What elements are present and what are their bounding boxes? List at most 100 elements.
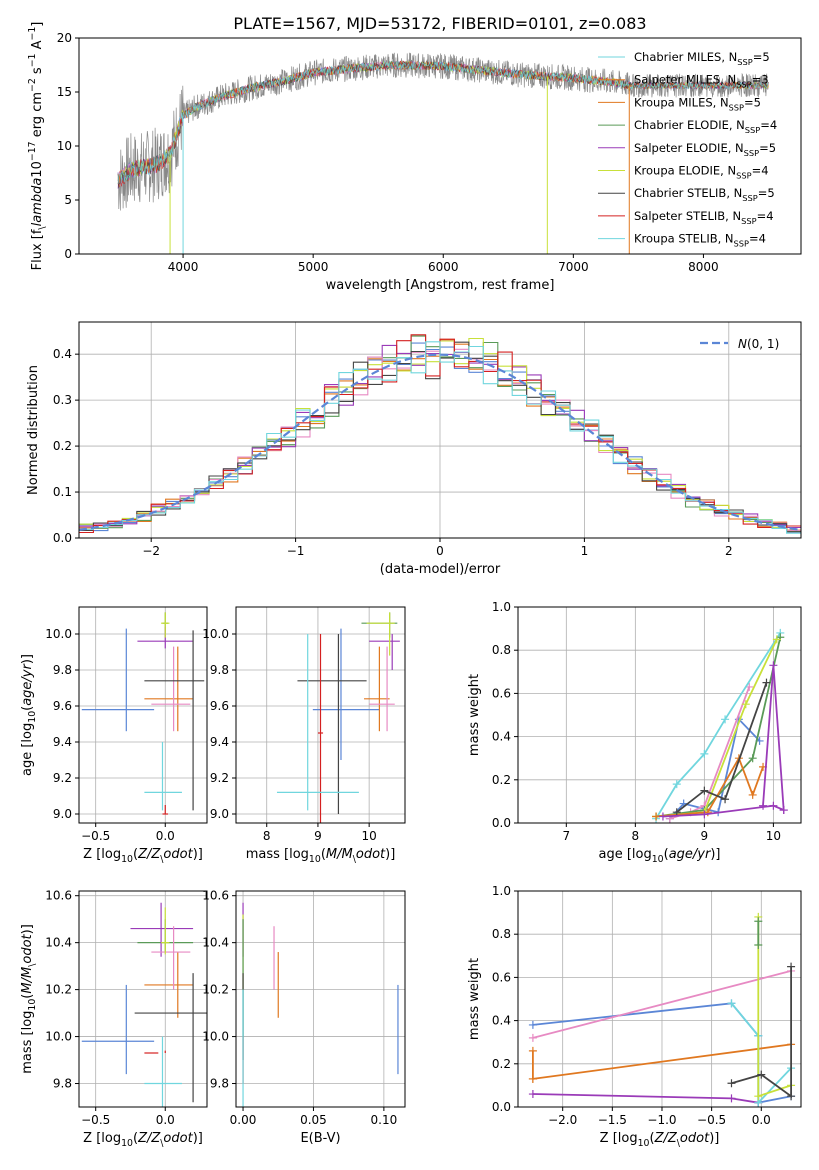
legend-entry: Salpeter MILES, NSSP​=3 <box>634 73 769 90</box>
x-axis-label: Z [log10​(Z/Z\​odot)] <box>600 1131 720 1149</box>
y-tick-label: 9.2 <box>210 771 229 785</box>
y-tick-label: 0 <box>64 247 72 261</box>
weight-marker <box>528 1020 537 1029</box>
x-axis-label: E(B-V) <box>300 1131 340 1146</box>
weight-marker <box>779 806 788 815</box>
x-tick-label: 8 <box>263 829 271 843</box>
weight-marker <box>528 1033 537 1042</box>
y-tick-label: 10.0 <box>202 1030 229 1044</box>
x-tick-label: 0.0 <box>156 829 175 843</box>
x-axis-label: (data-model)/error <box>380 562 501 577</box>
weight-marker <box>528 1046 537 1055</box>
y-tick-label: 1.0 <box>492 600 511 614</box>
errorbar-orange <box>144 646 194 732</box>
weight-marker <box>754 941 763 949</box>
y-tick-label: 0.6 <box>492 686 511 700</box>
plot-area <box>242 902 399 1107</box>
legend-entry: Kroupa MILES, NSSP​=5 <box>634 95 761 112</box>
y-tick-label: 0.1 <box>53 485 72 499</box>
plot-area <box>81 612 205 815</box>
x-tick-label: −0.5 <box>81 1113 110 1127</box>
y-tick-label: 0.0 <box>492 1100 511 1114</box>
x-tick-label: 8000 <box>688 260 719 274</box>
y-tick-label: 0.0 <box>53 531 72 545</box>
y-tick-label: 1.0 <box>492 884 511 898</box>
weight-line-orange <box>652 754 768 821</box>
weight-line-purple <box>528 1090 763 1107</box>
x-tick-label: 0.10 <box>371 1113 398 1127</box>
y-tick-label: 9.4 <box>210 735 229 749</box>
y-axis-label: mass weight <box>467 958 482 1040</box>
legend-entry: Kroupa ELODIE, NSSP​=4 <box>634 164 769 181</box>
chart-panel-1: −2 −1 0 1 2 0.0 0.1 0.2 0.3 0.4 (data-model)/error… <box>26 321 802 577</box>
x-axis-label: Z [log10​(Z/Z\​odot)] <box>83 1131 203 1149</box>
y-tick-label: 10 <box>57 139 72 153</box>
errorbar-pink <box>151 926 191 990</box>
weight-marker <box>754 917 763 926</box>
weight-marker <box>741 700 750 709</box>
weight-marker <box>727 1079 736 1088</box>
y-tick-label: 9.8 <box>210 663 229 677</box>
x-axis-label: mass [log10​(M/M\​odot)] <box>246 847 396 865</box>
weight-marker <box>769 661 778 670</box>
y-tick-label: 10.0 <box>45 1030 72 1044</box>
x-tick-label: 0 <box>436 544 444 558</box>
y-tick-label: 0.4 <box>492 730 511 744</box>
errorbar-yellowgreen <box>161 907 170 955</box>
weight-marker <box>727 999 736 1008</box>
plot-area <box>79 334 801 534</box>
errorbar-orange <box>364 646 390 732</box>
weight-marker <box>759 801 768 810</box>
x-tick-label: 7000 <box>558 260 589 274</box>
y-tick-label: 0.8 <box>492 927 511 941</box>
y-tick-label: 0.4 <box>492 1014 511 1028</box>
weight-marker <box>727 1094 736 1103</box>
errorbar-purple <box>369 634 400 670</box>
weight-marker <box>787 1092 796 1101</box>
errorbar-cyan <box>144 1036 182 1107</box>
y-tick-label: 10.0 <box>45 627 72 641</box>
axes-frame <box>517 606 802 824</box>
axes-frame <box>78 890 208 1108</box>
errorbar-pink <box>151 646 191 732</box>
chart-panel-0: 4000 5000 6000 7000 8000 0 5 10 15 20 wavelength [… <box>27 22 802 293</box>
x-tick-label: 0.00 <box>230 1113 257 1127</box>
y-tick-label: 9.8 <box>210 1077 229 1091</box>
errorbar-red <box>317 634 324 823</box>
weight-marker <box>672 808 681 817</box>
weight-marker <box>658 812 667 821</box>
y-tick-label: 9.6 <box>210 699 229 713</box>
weight-marker <box>776 633 785 642</box>
errorbar-black <box>134 973 207 1103</box>
y-tick-label: 10.2 <box>202 983 229 997</box>
x-tick-label: −1 <box>287 544 305 558</box>
weight-marker <box>748 790 757 799</box>
weight-marker <box>528 1090 537 1099</box>
weight-line-yellowgreen <box>754 912 796 1101</box>
y-tick-label: 9.2 <box>53 771 72 785</box>
y-tick-label: 10.2 <box>45 983 72 997</box>
weight-marker <box>769 801 778 810</box>
weight-line-pink <box>665 682 754 823</box>
weight-marker <box>762 678 771 687</box>
x-tick-label: 10 <box>766 829 781 843</box>
y-tick-label: 5 <box>64 193 72 207</box>
weight-marker <box>787 962 796 971</box>
axes-frame <box>235 890 406 1108</box>
y-tick-label: 0.4 <box>53 347 72 361</box>
weight-marker <box>721 715 730 724</box>
y-tick-label: 0.6 <box>492 970 511 984</box>
normal-reference-curve <box>79 353 801 531</box>
errorbar-cyan <box>144 742 182 811</box>
y-tick-label: 10.4 <box>45 936 72 950</box>
errorbar-red <box>144 1050 166 1054</box>
errorbar-pink <box>369 646 395 732</box>
y-axis-label: mass weight <box>467 674 482 756</box>
spectrum-model-red <box>117 60 769 187</box>
weight-marker <box>754 1092 763 1101</box>
chart-panel-4: 7 8 9 10 0.0 0.2 0.4 0.6 0.8 1.0 age [log10​(age/y… <box>467 600 802 865</box>
plot-area <box>652 628 788 823</box>
chart-panel-5: −0.5 0.0 9.8 10.0 10.2 10.4 10.6 Z [log10​(Z/Z\… <box>20 889 208 1149</box>
plot-area <box>117 52 769 254</box>
spectrum-legend: Chabrier MILES, NSSP​=5 Salpeter MILES, N… <box>598 50 777 249</box>
